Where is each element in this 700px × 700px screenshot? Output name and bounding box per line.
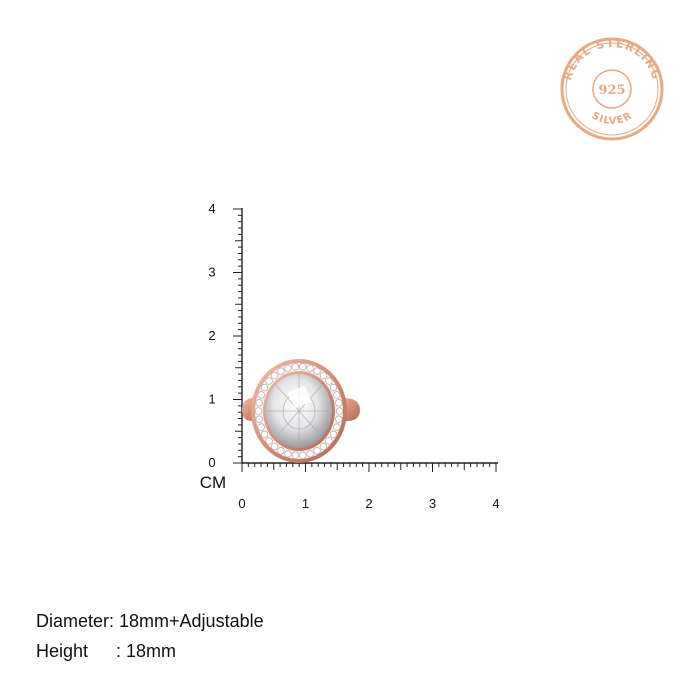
halo-stone xyxy=(291,363,299,371)
ruler-x-tick-label: 3 xyxy=(429,496,436,511)
ring-image xyxy=(242,359,360,463)
halo-stone xyxy=(299,451,307,459)
halo-stone xyxy=(257,423,265,431)
halo-stone xyxy=(265,377,273,385)
center-stone-facets xyxy=(266,374,332,448)
halo-stones xyxy=(254,363,344,459)
halo-stone xyxy=(255,399,263,407)
seal-center-text: 925 xyxy=(598,83,625,98)
ruler-x-tick-label: 1 xyxy=(302,496,309,511)
halo-stone xyxy=(277,447,285,455)
spec-height-value: : 18mm xyxy=(116,641,177,661)
sterling-silver-seal: REAL STERLING 925 SILVER xyxy=(560,37,664,141)
seal-center-ring xyxy=(592,69,632,109)
ruler-y-tick-label: 1 xyxy=(208,392,215,407)
seal-bottom-text: SILVER xyxy=(590,110,635,127)
halo-stone xyxy=(257,391,265,399)
halo-stone xyxy=(333,391,341,399)
halo-stone xyxy=(329,430,338,439)
halo-stone xyxy=(313,367,321,375)
halo-stone xyxy=(284,364,292,372)
seal-inner-ring xyxy=(565,42,659,136)
halo-stone xyxy=(325,377,333,385)
ruler-y-tick-label: 4 xyxy=(208,201,215,216)
halo-stone xyxy=(260,383,269,392)
halo-stone xyxy=(254,407,263,415)
halo-stone xyxy=(284,450,292,458)
ruler-y-tick-label: 2 xyxy=(208,328,215,343)
halo-stone xyxy=(329,383,338,392)
ruler-vertical-minor-ticks xyxy=(233,208,242,464)
halo-stone xyxy=(333,423,341,431)
ruler-unit-label: CM xyxy=(200,473,226,492)
halo-stone xyxy=(291,451,299,459)
halo-stone xyxy=(306,364,314,372)
halo-stone xyxy=(313,447,321,455)
halo-stone xyxy=(255,415,263,423)
halo-stone xyxy=(299,363,307,371)
halo-stone xyxy=(270,442,279,451)
halo-stone xyxy=(319,442,328,451)
ruler-y-tick-label: 0 xyxy=(208,455,215,470)
halo-stone xyxy=(260,430,269,439)
size-ruler: 0 1 2 3 4 0 1 2 3 4 CM xyxy=(200,201,500,511)
seal-outer-ring xyxy=(560,37,664,141)
spec-height-label: Height xyxy=(36,641,89,661)
halo-stone xyxy=(335,399,343,407)
ruler-x-tick-label: 4 xyxy=(492,496,499,511)
spec-diameter: Diameter: 18mm+Adjustable xyxy=(36,611,264,631)
ruler-y-tick-label: 3 xyxy=(208,265,215,280)
halo-stone xyxy=(277,367,285,375)
halo-stone xyxy=(319,371,328,380)
halo-stone xyxy=(265,437,273,445)
ruler-x-tick-label: 2 xyxy=(365,496,372,511)
halo-stone xyxy=(270,371,279,380)
ruler-x-tick-label: 0 xyxy=(238,496,245,511)
spec-height: Height : 18mm xyxy=(36,641,176,662)
halo-stone xyxy=(335,407,344,415)
halo-stone xyxy=(335,415,343,423)
ruler-horizontal-minor-ticks xyxy=(241,463,497,472)
halo-stone xyxy=(325,437,333,445)
halo-stone xyxy=(306,450,314,458)
stone-highlight xyxy=(287,386,312,408)
